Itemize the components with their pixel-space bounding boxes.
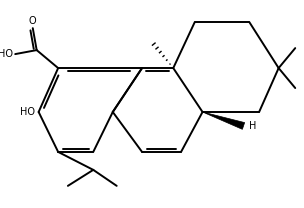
- Text: HO: HO: [20, 107, 35, 117]
- Polygon shape: [202, 112, 245, 129]
- Text: HO: HO: [0, 49, 13, 59]
- Text: H: H: [249, 121, 257, 131]
- Text: O: O: [29, 16, 36, 26]
